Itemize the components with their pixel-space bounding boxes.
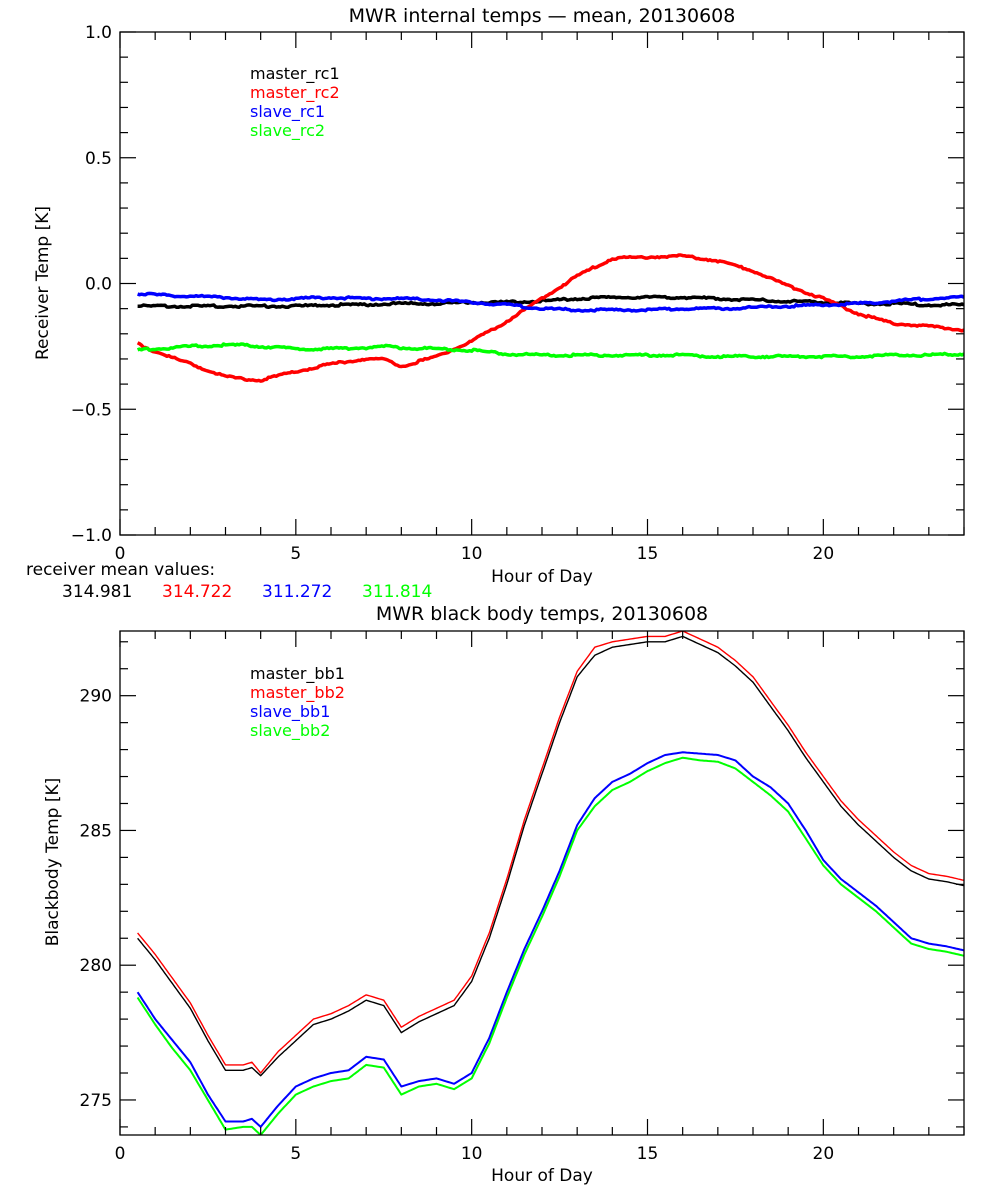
axis-layer — [119, 630, 965, 1136]
tick-label-layer: 0 5 10 15 20 275 280 285 290 — [80, 687, 835, 1164]
tick-label-layer: 0 5 10 15 20 −1.0 −0.5 0.0 0.5 1.0 — [71, 23, 834, 564]
series-line-slave-rc1 — [137, 291, 964, 313]
blackbody-temp-plot: MWR black body temps, 20130608 Hour of D… — [43, 603, 965, 1186]
y-axis-label: Blackbody Temp [K] — [43, 778, 63, 947]
y-axis-label: Receiver Temp [K] — [33, 206, 53, 360]
y-tick-label: 0.0 — [85, 275, 112, 295]
y-tick-label: 275 — [80, 1091, 112, 1111]
x-tick-label: 20 — [813, 544, 835, 564]
x-tick-label: 10 — [461, 1144, 483, 1164]
mean-value-master-rc2: 314.722 — [162, 582, 232, 602]
legend-entry-master-bb1: master_bb1 — [250, 664, 345, 684]
x-tick-label: 20 — [813, 1144, 835, 1164]
y-tick-label: 280 — [80, 956, 112, 976]
x-tick-label: 15 — [637, 1144, 659, 1164]
legend-entry-slave-rc2: slave_rc2 — [250, 121, 325, 141]
receiver-temp-plot: MWR internal temps — mean, 20130608 Hour… — [33, 5, 965, 587]
y-tick-label: 285 — [80, 821, 112, 841]
legend-entry-slave-bb1: slave_bb1 — [250, 702, 330, 722]
x-tick-label: 0 — [115, 544, 126, 564]
x-tick-label: 0 — [115, 1144, 126, 1164]
mean-value-slave-rc2: 311.814 — [362, 582, 432, 602]
y-tick-label: 1.0 — [85, 23, 112, 43]
x-axis-label: Hour of Day — [491, 1166, 593, 1186]
mean-value-slave-rc1: 311.272 — [262, 582, 332, 602]
x-tick-label: 15 — [637, 544, 659, 564]
legend-entry-slave-rc1: slave_rc1 — [250, 102, 325, 122]
axis-layer — [119, 31, 965, 536]
series-layer — [136, 631, 964, 1135]
y-tick-label: 0.5 — [85, 149, 112, 169]
series-line-master-rc1 — [137, 294, 964, 310]
chart-title: MWR black body temps, 20130608 — [376, 603, 708, 625]
legend-entry-slave-bb2: slave_bb2 — [250, 721, 330, 741]
x-axis-label: Hour of Day — [491, 567, 593, 587]
mean-value-master-rc1: 314.981 — [62, 582, 132, 602]
mean-values-label: receiver mean values: — [26, 560, 215, 580]
plot-frame — [119, 31, 965, 536]
series-layer — [136, 253, 964, 383]
series-line-slave-rc2 — [136, 342, 964, 360]
legend: master_bb1 master_bb2 slave_bb1 slave_bb… — [250, 664, 345, 741]
legend-entry-master-bb2: master_bb2 — [250, 683, 345, 703]
plot-frame — [119, 630, 965, 1136]
y-tick-label: 290 — [80, 687, 112, 707]
x-tick-label: 5 — [290, 1144, 301, 1164]
chart-title: MWR internal temps — mean, 20130608 — [349, 5, 736, 27]
y-tick-label: −0.5 — [71, 400, 112, 420]
legend-entry-master-rc2: master_rc2 — [250, 83, 340, 103]
y-tick-label: −1.0 — [71, 526, 112, 546]
series-line-master-bb2 — [137, 631, 964, 1074]
series-line-slave-bb1 — [136, 751, 964, 1128]
legend: master_rc1 master_rc2 slave_rc1 slave_rc… — [250, 64, 340, 141]
series-line-master-bb1 — [137, 635, 964, 1077]
series-line-master-rc2 — [136, 253, 964, 383]
x-tick-label: 5 — [290, 544, 301, 564]
series-line-slave-bb2 — [136, 756, 964, 1135]
legend-entry-master-rc1: master_rc1 — [250, 64, 340, 84]
x-tick-label: 10 — [461, 544, 483, 564]
receiver-mean-values: receiver mean values: 314.981 314.722 31… — [26, 560, 432, 602]
